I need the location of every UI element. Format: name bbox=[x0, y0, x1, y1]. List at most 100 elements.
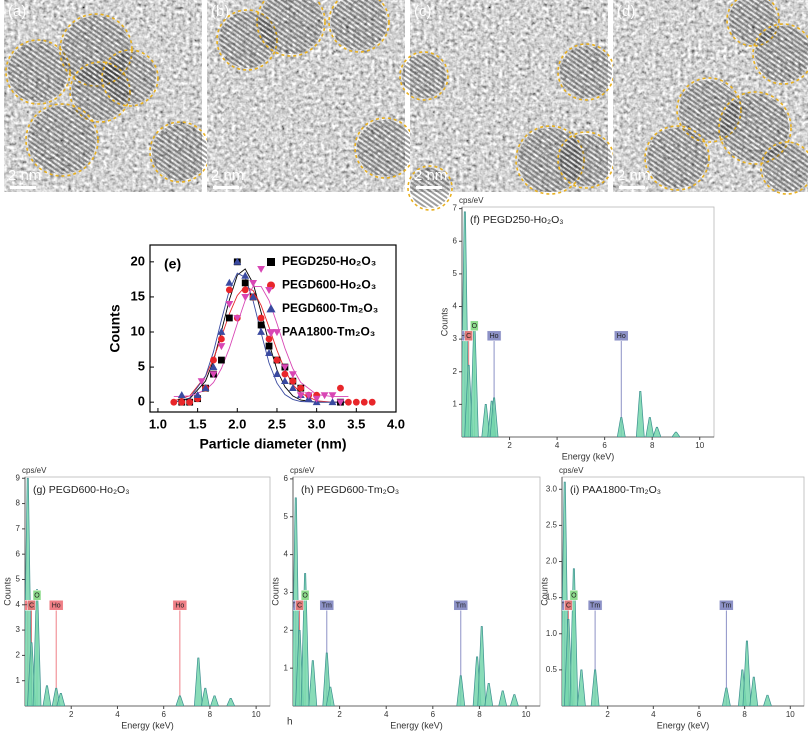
plot-frame bbox=[24, 476, 271, 707]
marker-triangle-down bbox=[280, 364, 289, 372]
x-axis-label: Energy (keV) bbox=[562, 451, 615, 461]
tem-image: (b) 2 nm bbox=[207, 0, 416, 192]
panel-title: (h) PEGD600-Tm₂O₃ bbox=[301, 484, 399, 496]
spectrum-peak bbox=[635, 390, 645, 437]
marker-circle bbox=[289, 377, 297, 385]
lattice-fringes bbox=[721, 94, 789, 162]
y-tick-label: 5 bbox=[16, 575, 21, 584]
marker-triangle-down bbox=[312, 395, 321, 403]
legend-label: PEGD250-Ho₂O₃ bbox=[282, 254, 376, 268]
marker-circle bbox=[186, 398, 194, 406]
spectrum-peak bbox=[481, 404, 491, 437]
scale-label: 2 nm bbox=[211, 167, 244, 184]
particle-outline bbox=[101, 49, 159, 107]
spectrum-peak bbox=[456, 675, 466, 706]
x-tick-label: 2 bbox=[507, 441, 512, 450]
scale-bar bbox=[10, 186, 36, 189]
spectrum-peaks: HoOCHoHo bbox=[462, 211, 681, 437]
particle-outline bbox=[256, 0, 326, 57]
marker-circle bbox=[352, 398, 360, 406]
element-tag bbox=[453, 599, 469, 611]
element-tag bbox=[172, 599, 188, 611]
marker-triangle-down bbox=[249, 280, 258, 287]
particle-outline bbox=[328, 0, 390, 53]
y-tick-label: 5 bbox=[453, 269, 458, 278]
marker-circle bbox=[241, 286, 249, 294]
y-tick-label: 8 bbox=[16, 499, 21, 508]
x-tick-label: 8 bbox=[650, 441, 655, 450]
tem-image: (a) 2 nm bbox=[4, 0, 211, 192]
tem-image: (d) 2 nm bbox=[613, 0, 808, 195]
marker-square bbox=[265, 342, 273, 350]
element-label: O bbox=[472, 323, 478, 330]
y-tick-label: 5 bbox=[138, 359, 145, 374]
marker-triangle bbox=[328, 398, 337, 406]
panel-label: (e) bbox=[164, 256, 181, 272]
x-tick-label: 3.5 bbox=[347, 416, 365, 431]
element-tag bbox=[27, 599, 36, 611]
element-tag bbox=[319, 599, 335, 611]
legend-label: PEGD600-Ho₂O₃ bbox=[282, 278, 376, 292]
x-axis-label: Energy (keV) bbox=[121, 720, 174, 730]
spectrum-peak bbox=[763, 694, 772, 706]
unit-label: cps/eV bbox=[459, 196, 484, 205]
x-tick-label: 4.0 bbox=[387, 416, 405, 431]
element-label: Ho bbox=[52, 603, 61, 610]
y-tick-label: 7 bbox=[453, 204, 458, 213]
spectrum-peak bbox=[193, 657, 203, 706]
particle-outline bbox=[726, 0, 780, 47]
y-tick-label: 6 bbox=[284, 474, 289, 483]
plot-frame bbox=[292, 476, 541, 707]
marker-square bbox=[267, 258, 275, 266]
y-tick-label: 20 bbox=[131, 253, 145, 268]
particle-outline bbox=[644, 125, 710, 191]
y-tick-label: 1 bbox=[16, 676, 21, 685]
panel-title: (i) PAA1800-Tm₂O₃ bbox=[570, 484, 661, 496]
y-axis-label: Counts bbox=[2, 577, 12, 606]
x-tick-label: 8 bbox=[477, 710, 482, 719]
marker-triangle-down bbox=[328, 392, 337, 400]
marker-circle bbox=[281, 370, 289, 378]
marker-triangle-down bbox=[265, 287, 273, 294]
spectrum-peak bbox=[577, 669, 586, 706]
marker-triangle-down bbox=[225, 301, 234, 309]
spectrum-peak bbox=[477, 626, 487, 706]
y-tick-label: 5 bbox=[284, 512, 289, 521]
marker-circle bbox=[218, 335, 225, 343]
marker-triangle-down bbox=[257, 265, 266, 273]
unit-label: cps/eV bbox=[559, 466, 584, 475]
x-tick-label: 4 bbox=[555, 441, 560, 450]
scale-label: 2 nm bbox=[414, 167, 447, 184]
marker-square bbox=[241, 279, 249, 287]
y-axis-label: Counts bbox=[539, 577, 549, 606]
marker-circle bbox=[257, 314, 265, 322]
marker-triangle bbox=[201, 384, 210, 392]
marker-triangle-down bbox=[209, 371, 218, 379]
plot-frame bbox=[461, 206, 715, 438]
y-tick-label: 2 bbox=[284, 625, 289, 634]
tem-image: (c) 2 nm bbox=[399, 0, 615, 211]
image-label: (c) bbox=[414, 3, 432, 20]
plot-frame bbox=[149, 244, 397, 413]
element-tag bbox=[719, 599, 734, 611]
y-tick-label: 3.0 bbox=[546, 484, 558, 493]
spectrum-peak bbox=[226, 698, 236, 706]
x-tick-label: 6 bbox=[697, 710, 702, 719]
marker-square bbox=[257, 321, 265, 329]
y-tick-label: 3 bbox=[16, 625, 21, 634]
marker-circle bbox=[265, 335, 273, 343]
element-label: C bbox=[297, 603, 302, 610]
image-label: (a) bbox=[8, 3, 26, 20]
particle-outline bbox=[407, 165, 453, 211]
legend-label: PEGD600-Tm₂O₃ bbox=[282, 301, 378, 315]
x-axis-label: Energy (keV) bbox=[390, 720, 443, 730]
legend-label: PAA1800-Tm₂O₃ bbox=[282, 325, 375, 339]
spectrum-peak bbox=[56, 692, 66, 706]
spectrum-peak bbox=[42, 685, 52, 706]
corner-mark: h bbox=[287, 717, 293, 728]
marker-circle bbox=[225, 286, 233, 294]
marker-triangle bbox=[217, 327, 226, 335]
x-tick-label: 6 bbox=[431, 710, 436, 719]
element-tag bbox=[32, 589, 42, 601]
